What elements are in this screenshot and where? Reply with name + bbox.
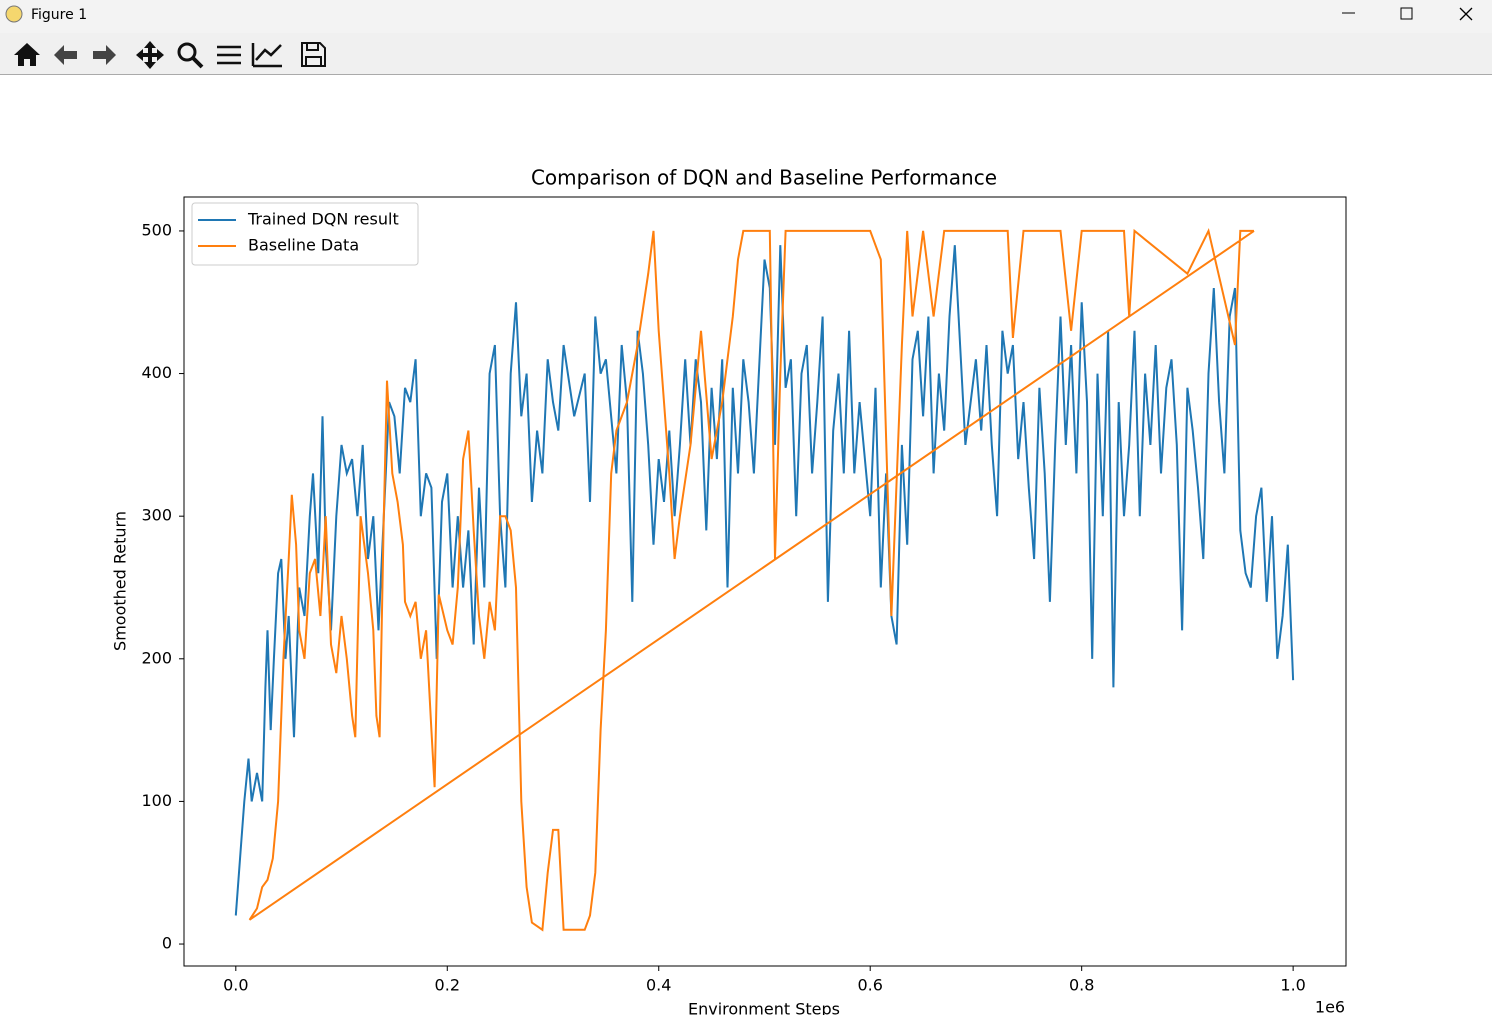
- close-button[interactable]: [1459, 7, 1473, 21]
- back-button[interactable]: [54, 45, 77, 65]
- legend-label: Baseline Data: [248, 236, 359, 255]
- x-axis-label: Environment Steps: [688, 1000, 840, 1015]
- x-tick-label: 1.0: [1280, 976, 1305, 995]
- legend-label: Trained DQN result: [247, 210, 399, 229]
- window-title: Figure 1: [31, 7, 87, 23]
- y-tick-label: 0: [162, 934, 172, 953]
- configure-button[interactable]: [217, 45, 241, 65]
- maximize-button[interactable]: [1400, 7, 1413, 20]
- toolbar: [0, 33, 1492, 74]
- edit-axes-button[interactable]: [251, 43, 282, 68]
- x-tick-label: 0.0: [223, 976, 248, 995]
- forward-button[interactable]: [93, 45, 116, 65]
- app-icon: [5, 5, 23, 23]
- y-tick-label: 300: [141, 506, 172, 525]
- x-offset-label: 1e6: [1315, 998, 1345, 1015]
- y-tick-label: 500: [141, 220, 172, 239]
- x-tick-label: 0.2: [435, 976, 460, 995]
- x-tick-label: 0.8: [1069, 976, 1094, 995]
- y-axis-label: Smoothed Return: [111, 511, 130, 651]
- title-bar: [0, 0, 1492, 33]
- legend-box: [191, 202, 419, 266]
- data-line: [248, 227, 1255, 932]
- x-tick-label: 0.6: [857, 976, 882, 995]
- y-tick-label: 400: [141, 363, 172, 382]
- home-button[interactable]: [14, 43, 40, 66]
- y-tick-label: 200: [141, 648, 172, 667]
- save-button[interactable]: [301, 42, 326, 67]
- x-tick-label: 0.4: [646, 976, 671, 995]
- pan-button[interactable]: [136, 41, 164, 69]
- chart-title: Comparison of DQN and Baseline Performan…: [531, 166, 997, 190]
- zoom-button[interactable]: [177, 42, 204, 69]
- plot-area: [183, 196, 1347, 967]
- y-tick-label: 100: [141, 791, 172, 810]
